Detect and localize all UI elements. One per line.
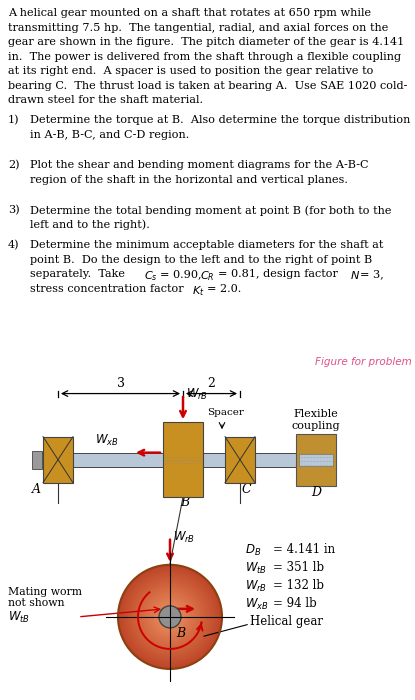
Text: bearing C.  The thrust load is taken at bearing A.  Use SAE 1020 cold-: bearing C. The thrust load is taken at b… <box>8 80 408 90</box>
Circle shape <box>120 566 220 667</box>
Circle shape <box>146 594 193 641</box>
Text: Spacer: Spacer <box>207 408 244 417</box>
Text: $W_{rB}$: $W_{rB}$ <box>173 530 195 545</box>
Circle shape <box>122 568 218 666</box>
Text: 1): 1) <box>8 116 20 125</box>
Bar <box>296 433 336 486</box>
Text: gear are shown in the figure.  The pitch diameter of the gear is 4.141: gear are shown in the figure. The pitch … <box>8 37 404 47</box>
Circle shape <box>142 588 199 645</box>
Text: point B.  Do the design to the left and to the right of point B: point B. Do the design to the left and t… <box>30 255 372 265</box>
Text: = 3,: = 3, <box>360 270 384 279</box>
Circle shape <box>159 606 181 628</box>
Text: = 94 lb: = 94 lb <box>273 597 317 610</box>
Circle shape <box>165 612 176 622</box>
Text: Figure for problem: Figure for problem <box>315 356 412 367</box>
Text: Flexible
coupling: Flexible coupling <box>292 409 340 431</box>
Circle shape <box>131 578 210 657</box>
Text: Mating worm
not shown: Mating worm not shown <box>8 587 82 608</box>
Circle shape <box>125 572 215 662</box>
Circle shape <box>163 610 177 624</box>
Text: $W_{tB}$: $W_{tB}$ <box>245 561 267 576</box>
Text: at its right end.  A spacer is used to position the gear relative to: at its right end. A spacer is used to po… <box>8 66 374 76</box>
Circle shape <box>127 574 213 660</box>
Text: $N$: $N$ <box>350 270 360 281</box>
Text: region of the shaft in the horizontal and vertical planes.: region of the shaft in the horizontal an… <box>30 175 348 185</box>
Text: Plot the shear and bending moment diagrams for the A-B-C: Plot the shear and bending moment diagra… <box>30 160 369 170</box>
Circle shape <box>139 587 200 648</box>
Text: transmitting 7.5 hp.  The tangential, radial, and axial forces on the: transmitting 7.5 hp. The tangential, rad… <box>8 22 388 32</box>
Circle shape <box>134 581 206 653</box>
Text: 2): 2) <box>8 160 20 171</box>
Text: Determine the minimum acceptable diameters for the shaft at: Determine the minimum acceptable diamete… <box>30 240 383 251</box>
Text: C: C <box>242 483 251 496</box>
Text: $W_{rB}$: $W_{rB}$ <box>245 579 267 594</box>
Text: $W_{xB}$: $W_{xB}$ <box>95 433 119 448</box>
Circle shape <box>123 570 217 664</box>
Circle shape <box>156 603 184 631</box>
Text: A: A <box>32 483 41 496</box>
Circle shape <box>143 590 197 644</box>
Circle shape <box>118 565 222 669</box>
Text: separately.  Take: separately. Take <box>30 270 129 279</box>
Circle shape <box>136 583 204 651</box>
Text: left and to the right).: left and to the right). <box>30 220 150 230</box>
Text: $C_R$: $C_R$ <box>200 270 215 284</box>
Circle shape <box>138 584 202 649</box>
Circle shape <box>132 579 208 654</box>
Text: B: B <box>180 496 189 509</box>
Text: 2: 2 <box>208 377 215 390</box>
Text: in A-B, B-C, and C-D region.: in A-B, B-C, and C-D region. <box>30 130 189 140</box>
Text: D: D <box>311 486 321 498</box>
Bar <box>299 454 333 466</box>
Text: Determine the torque at B.  Also determine the torque distribution: Determine the torque at B. Also determin… <box>30 116 410 125</box>
Text: $W_{xB}$: $W_{xB}$ <box>245 597 269 612</box>
Bar <box>225 437 255 483</box>
Text: = 0.81, design factor: = 0.81, design factor <box>218 270 338 279</box>
Bar <box>40 453 318 467</box>
Text: $W_{rB}$: $W_{rB}$ <box>186 387 208 402</box>
Text: 4): 4) <box>8 240 20 251</box>
Text: 3): 3) <box>8 205 20 216</box>
Text: Helical gear: Helical gear <box>250 615 323 628</box>
Text: Determine the total bending moment at point B (for both to the: Determine the total bending moment at po… <box>30 205 391 216</box>
Circle shape <box>166 613 173 620</box>
Bar <box>43 437 73 483</box>
Circle shape <box>149 595 191 638</box>
Text: 3: 3 <box>117 377 124 390</box>
Bar <box>163 422 203 497</box>
Text: stress concentration factor: stress concentration factor <box>30 284 187 294</box>
Text: = 0.90,: = 0.90, <box>160 270 205 279</box>
Circle shape <box>152 599 188 635</box>
Text: = 351 lb: = 351 lb <box>273 561 324 574</box>
Circle shape <box>129 575 211 658</box>
Circle shape <box>154 601 186 633</box>
Circle shape <box>150 597 190 636</box>
Circle shape <box>159 606 181 628</box>
Circle shape <box>161 608 179 626</box>
Circle shape <box>168 615 172 619</box>
Text: drawn steel for the shaft material.: drawn steel for the shaft material. <box>8 95 203 105</box>
Text: in.  The power is delivered from the shaft through a flexible coupling: in. The power is delivered from the shaf… <box>8 52 401 62</box>
Text: B: B <box>176 627 185 640</box>
Text: $D_B$: $D_B$ <box>245 542 261 558</box>
Text: $K_t$: $K_t$ <box>192 284 205 298</box>
Text: = 132 lb: = 132 lb <box>273 579 324 592</box>
Text: A helical gear mounted on a shaft that rotates at 650 rpm while: A helical gear mounted on a shaft that r… <box>8 8 371 18</box>
Text: = 2.0.: = 2.0. <box>207 284 241 294</box>
Text: $W_{tB}$: $W_{tB}$ <box>8 610 30 625</box>
Circle shape <box>157 604 183 629</box>
Circle shape <box>145 592 195 642</box>
Text: = 4.141 in: = 4.141 in <box>273 542 335 556</box>
Text: $C_s$: $C_s$ <box>144 270 158 284</box>
Bar <box>32 451 42 469</box>
